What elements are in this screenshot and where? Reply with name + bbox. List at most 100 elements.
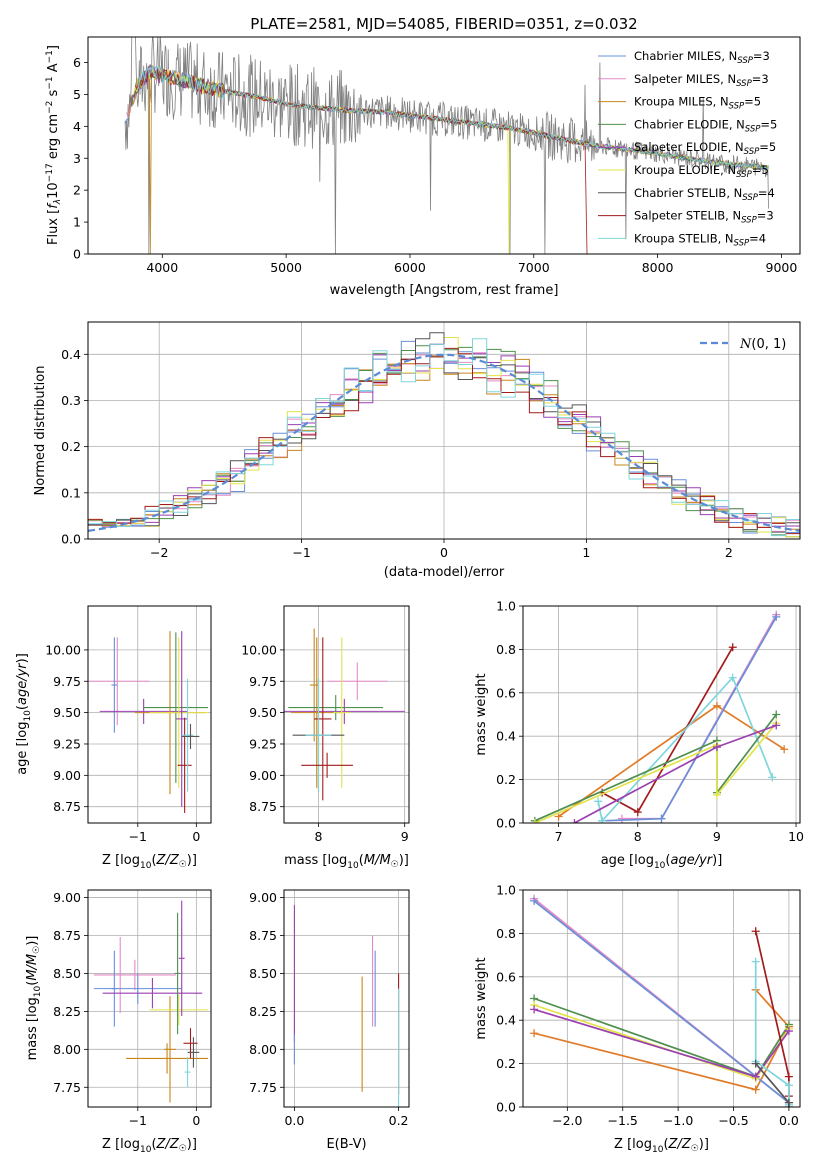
x-tick-label: −1.0: [663, 1113, 693, 1128]
x-tick-label: 6000: [394, 260, 426, 275]
data-point-marker: [712, 790, 721, 799]
y-tick-label: 7.75: [53, 1080, 81, 1095]
y-axis-label: mass weight: [474, 957, 489, 1039]
data-point-marker: [633, 808, 642, 817]
y-tick-label: 7.75: [249, 1080, 277, 1095]
x-tick-label: −1.5: [608, 1113, 638, 1128]
x-tick-label: 0.0: [284, 1113, 304, 1128]
y-tick-label: 1: [73, 215, 81, 230]
legend-label: Chabrier MILES, NSSP=3: [634, 49, 770, 66]
data-point-marker: [751, 1059, 760, 1068]
y-tick-label: 9.00: [249, 768, 277, 783]
data-point-marker: [728, 643, 737, 652]
plot-area: [93, 900, 209, 1103]
x-tick-label: 7000: [518, 260, 550, 275]
y-tick-label: 0.6: [496, 969, 516, 984]
x-tick-label: −0.5: [718, 1113, 748, 1128]
panel-mass_vs_z: −1 0 7.75 8.00 8.25 8.50 8.75 9.00 Z [log10(Z/Z☉…: [25, 889, 212, 1155]
y-tick-label: 0.2: [61, 439, 81, 454]
series-line-kroupa_stelib: [597, 676, 774, 823]
series-line-salpeter_miles: [621, 614, 778, 820]
x-axis-label: age [log10(age/yr)]: [601, 853, 723, 871]
x-axis-label: mass [log10(M/M☉)]: [284, 853, 409, 871]
legend: Chabrier MILES, NSSP=3 Salpeter MILES, NS…: [598, 49, 777, 248]
data-point-marker: [598, 816, 607, 823]
data-point-marker: [617, 814, 626, 823]
data-point-marker: [784, 1027, 793, 1036]
x-tick-label: 9: [713, 829, 721, 844]
x-axis-label: Z [log10(Z/Z☉)]: [102, 853, 197, 871]
plot-area: [530, 610, 789, 823]
y-tick-label: 4: [73, 119, 81, 134]
x-tick-label: 0: [440, 545, 448, 560]
model-spectrum-kroupa_stelib: [136, 65, 769, 171]
x-axis-label: (data-model)/error: [384, 565, 505, 580]
y-tick-label: 6: [73, 55, 81, 70]
y-tick-label: 10.00: [45, 642, 81, 657]
data-point-marker: [530, 1005, 539, 1014]
x-tick-label: 9: [401, 829, 409, 844]
y-tick-label: 9.50: [53, 705, 81, 720]
y-tick-label: 9.00: [53, 768, 81, 783]
panel-weight_vs_age: 7 8 9 10 0.0 0.2 0.4 0.6 0.8 1.0 age [log10(age/yr…: [474, 599, 804, 872]
plot-area: [284, 628, 405, 801]
plot-area: [530, 894, 793, 1107]
legend-label: Kroupa MILES, NSSP=5: [634, 95, 761, 112]
series-line-chabrier_miles: [533, 900, 790, 1104]
legend-label: Kroupa STELIB, NSSP=4: [634, 231, 766, 248]
data-point-marker: [712, 701, 721, 710]
x-tick-label: 5000: [270, 260, 302, 275]
x-tick-label: 10: [788, 829, 804, 844]
x-axis-label: Z [log10(Z/Z☉)]: [614, 1137, 709, 1155]
legend-label: N(0, 1): [739, 337, 786, 352]
legend-label: Chabrier ELODIE, NSSP=5: [634, 117, 777, 134]
x-tick-label: 0.0: [779, 1113, 799, 1128]
y-tick-label: 8.50: [249, 966, 277, 981]
x-axis-label: E(B-V): [326, 1137, 366, 1152]
data-point-marker: [768, 773, 777, 782]
y-tick-label: 0.0: [61, 532, 81, 547]
data-point-marker: [780, 745, 789, 754]
x-tick-label: −1: [129, 1113, 147, 1128]
x-tick-label: 9000: [766, 260, 798, 275]
y-tick-label: 8.75: [53, 799, 81, 814]
panel-residuals: −2 −1 0 1 2 0.0 0.1 0.2 0.3 0.4 N(0, 1) (data-model…: [33, 321, 801, 580]
data-point-marker: [530, 896, 539, 905]
y-tick-label: 9.75: [249, 674, 277, 689]
y-axis-label: mass [log10(M/M☉)]: [25, 936, 43, 1061]
axes-frame: [87, 36, 801, 255]
x-tick-label: 4000: [146, 260, 178, 275]
histogram-kroupa_stelib: [88, 338, 800, 537]
y-tick-label: 1.0: [496, 883, 516, 898]
y-axis-label: Normed distribution: [33, 366, 48, 496]
data-point-marker: [751, 1072, 760, 1081]
x-tick-label: −1: [292, 545, 310, 560]
plot-area: [88, 631, 209, 813]
y-tick-label: 1.0: [496, 599, 516, 614]
data-point-marker: [772, 612, 781, 621]
data-point-marker: [772, 721, 781, 730]
legend-label: Chabrier STELIB, NSSP=4: [634, 186, 775, 203]
x-tick-label: 1: [582, 545, 590, 560]
axes-frame: [283, 605, 410, 824]
panel-mass_vs_ebv: 0.0 0.2 7.75 8.00 8.25 8.50 8.75 9.00 E(B-V): [249, 889, 410, 1152]
series-line-chabrier_miles: [602, 616, 778, 822]
y-tick-label: 8.75: [249, 928, 277, 943]
legend-label: Salpeter STELIB, NSSP=3: [634, 209, 774, 226]
y-tick-label: 8.25: [53, 1004, 81, 1019]
y-tick-label: 8.50: [53, 966, 81, 981]
y-tick-label: 0.1: [61, 485, 81, 500]
axes-frame: [522, 605, 801, 824]
series-line-kroupa_elodie: [534, 722, 777, 823]
y-tick-label: 0.8: [496, 926, 516, 941]
y-tick-label: 0: [73, 247, 81, 262]
x-tick-label: 8: [315, 829, 323, 844]
normal-curve: [88, 353, 800, 532]
y-tick-label: 9.00: [249, 890, 277, 905]
data-point-marker: [784, 1072, 793, 1081]
data-point-marker: [784, 1081, 793, 1090]
x-axis-label: wavelength [Angstrom, rest frame]: [330, 283, 559, 298]
legend-label: Kroupa ELODIE, NSSP=5: [634, 163, 769, 180]
legend-label: Salpeter ELODIE, NSSP=5: [634, 140, 776, 157]
data-point-marker: [772, 710, 781, 719]
